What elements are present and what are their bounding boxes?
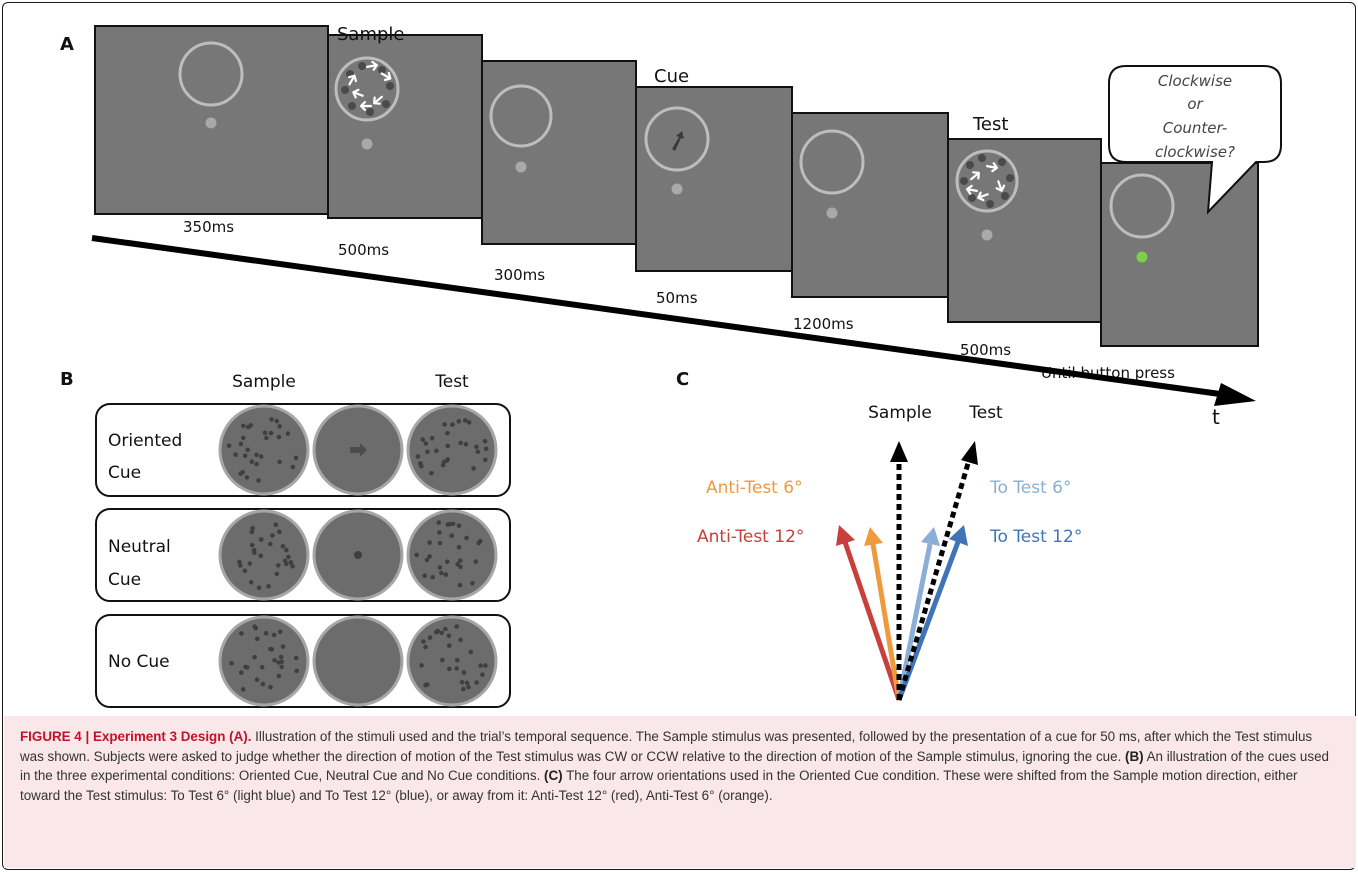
speech-line-3: Counter-: [1163, 119, 1228, 137]
c-label-anti6: Anti-Test 6°: [706, 478, 803, 498]
arrow-anti6: [864, 527, 902, 701]
col-label-sample: Sample: [232, 372, 296, 392]
panel-b-label: B: [60, 369, 74, 390]
arrow-sample: [890, 441, 908, 700]
time-axis-label: t: [1212, 405, 1220, 429]
screen-6: [947, 138, 1102, 323]
caption-text-c: The four arrow orientations used in the …: [20, 768, 1298, 803]
panel-a-label: A: [60, 34, 74, 55]
arrow-test: [896, 441, 978, 701]
panel-c-label: C: [676, 369, 689, 390]
caption-b-label: (B): [1125, 748, 1144, 764]
duration-3: 300ms: [494, 266, 545, 284]
col-label-test: Test: [434, 372, 469, 392]
condition-row-no-cue: No Cue: [95, 614, 511, 708]
figure-graphic: A: [60, 24, 1282, 708]
caption-heading: FIGURE 4 | Experiment 3 Design (A).: [20, 729, 252, 744]
sample-disc: [218, 509, 310, 601]
screen-3: [481, 60, 637, 245]
screen-4: [635, 86, 793, 272]
cond-1-line2: Cue: [108, 463, 141, 483]
condition-row-neutral: Neutral Cue: [95, 508, 511, 602]
label-cue: Cue: [654, 66, 689, 87]
arrow-to6: [896, 527, 940, 701]
label-sample: Sample: [337, 24, 405, 45]
cond-3-line1: No Cue: [108, 652, 170, 672]
caption-c-label: (C): [544, 768, 563, 783]
duration-5: 1200ms: [793, 315, 854, 333]
sample-disc: [218, 404, 310, 496]
screen-1: [94, 25, 329, 215]
duration-7: Until button press: [1041, 364, 1175, 382]
caption-box: [4, 716, 1356, 868]
figure-caption: FIGURE 4 | Experiment 3 Design (A). Illu…: [20, 727, 1338, 805]
c-label-anti12: Anti-Test 12°: [697, 527, 804, 547]
test-disc: [406, 615, 498, 707]
caption-text-a: Illustration of the stimuli used and the…: [20, 729, 1313, 764]
sample-disc: [218, 615, 310, 707]
test-disc: [406, 509, 498, 601]
speech-line-2: or: [1187, 95, 1203, 113]
c-label-to12: To Test 12°: [989, 527, 1082, 547]
arrow-anti12: [836, 525, 902, 701]
time-axis: [91, 235, 1256, 406]
label-test: Test: [972, 114, 1008, 135]
cond-2-line1: Neutral: [108, 537, 171, 557]
duration-1: 350ms: [183, 218, 234, 236]
speech-line-4: clockwise?: [1155, 143, 1235, 161]
cond-1-line1: Oriented: [108, 431, 182, 451]
c-label-to6: To Test 6°: [989, 478, 1072, 498]
c-label-test: Test: [968, 403, 1003, 423]
cond-2-line2: Cue: [108, 570, 141, 590]
screen-5: [791, 112, 949, 298]
speech-bubble: Clockwise or Counter- clockwise?: [1108, 65, 1282, 215]
test-disc: [406, 404, 498, 496]
screen-7: [1100, 162, 1259, 347]
condition-row-oriented: Oriented Cue: [95, 403, 511, 497]
screen-2: [327, 34, 483, 219]
duration-4: 50ms: [656, 289, 698, 307]
duration-6: 500ms: [960, 341, 1011, 359]
caption-text-b: An illustration of the cues used in the …: [20, 748, 1329, 784]
speech-line-1: Clockwise: [1158, 72, 1232, 90]
duration-2: 500ms: [338, 241, 389, 259]
c-label-sample: Sample: [868, 403, 932, 423]
arrow-to12: [896, 525, 968, 701]
